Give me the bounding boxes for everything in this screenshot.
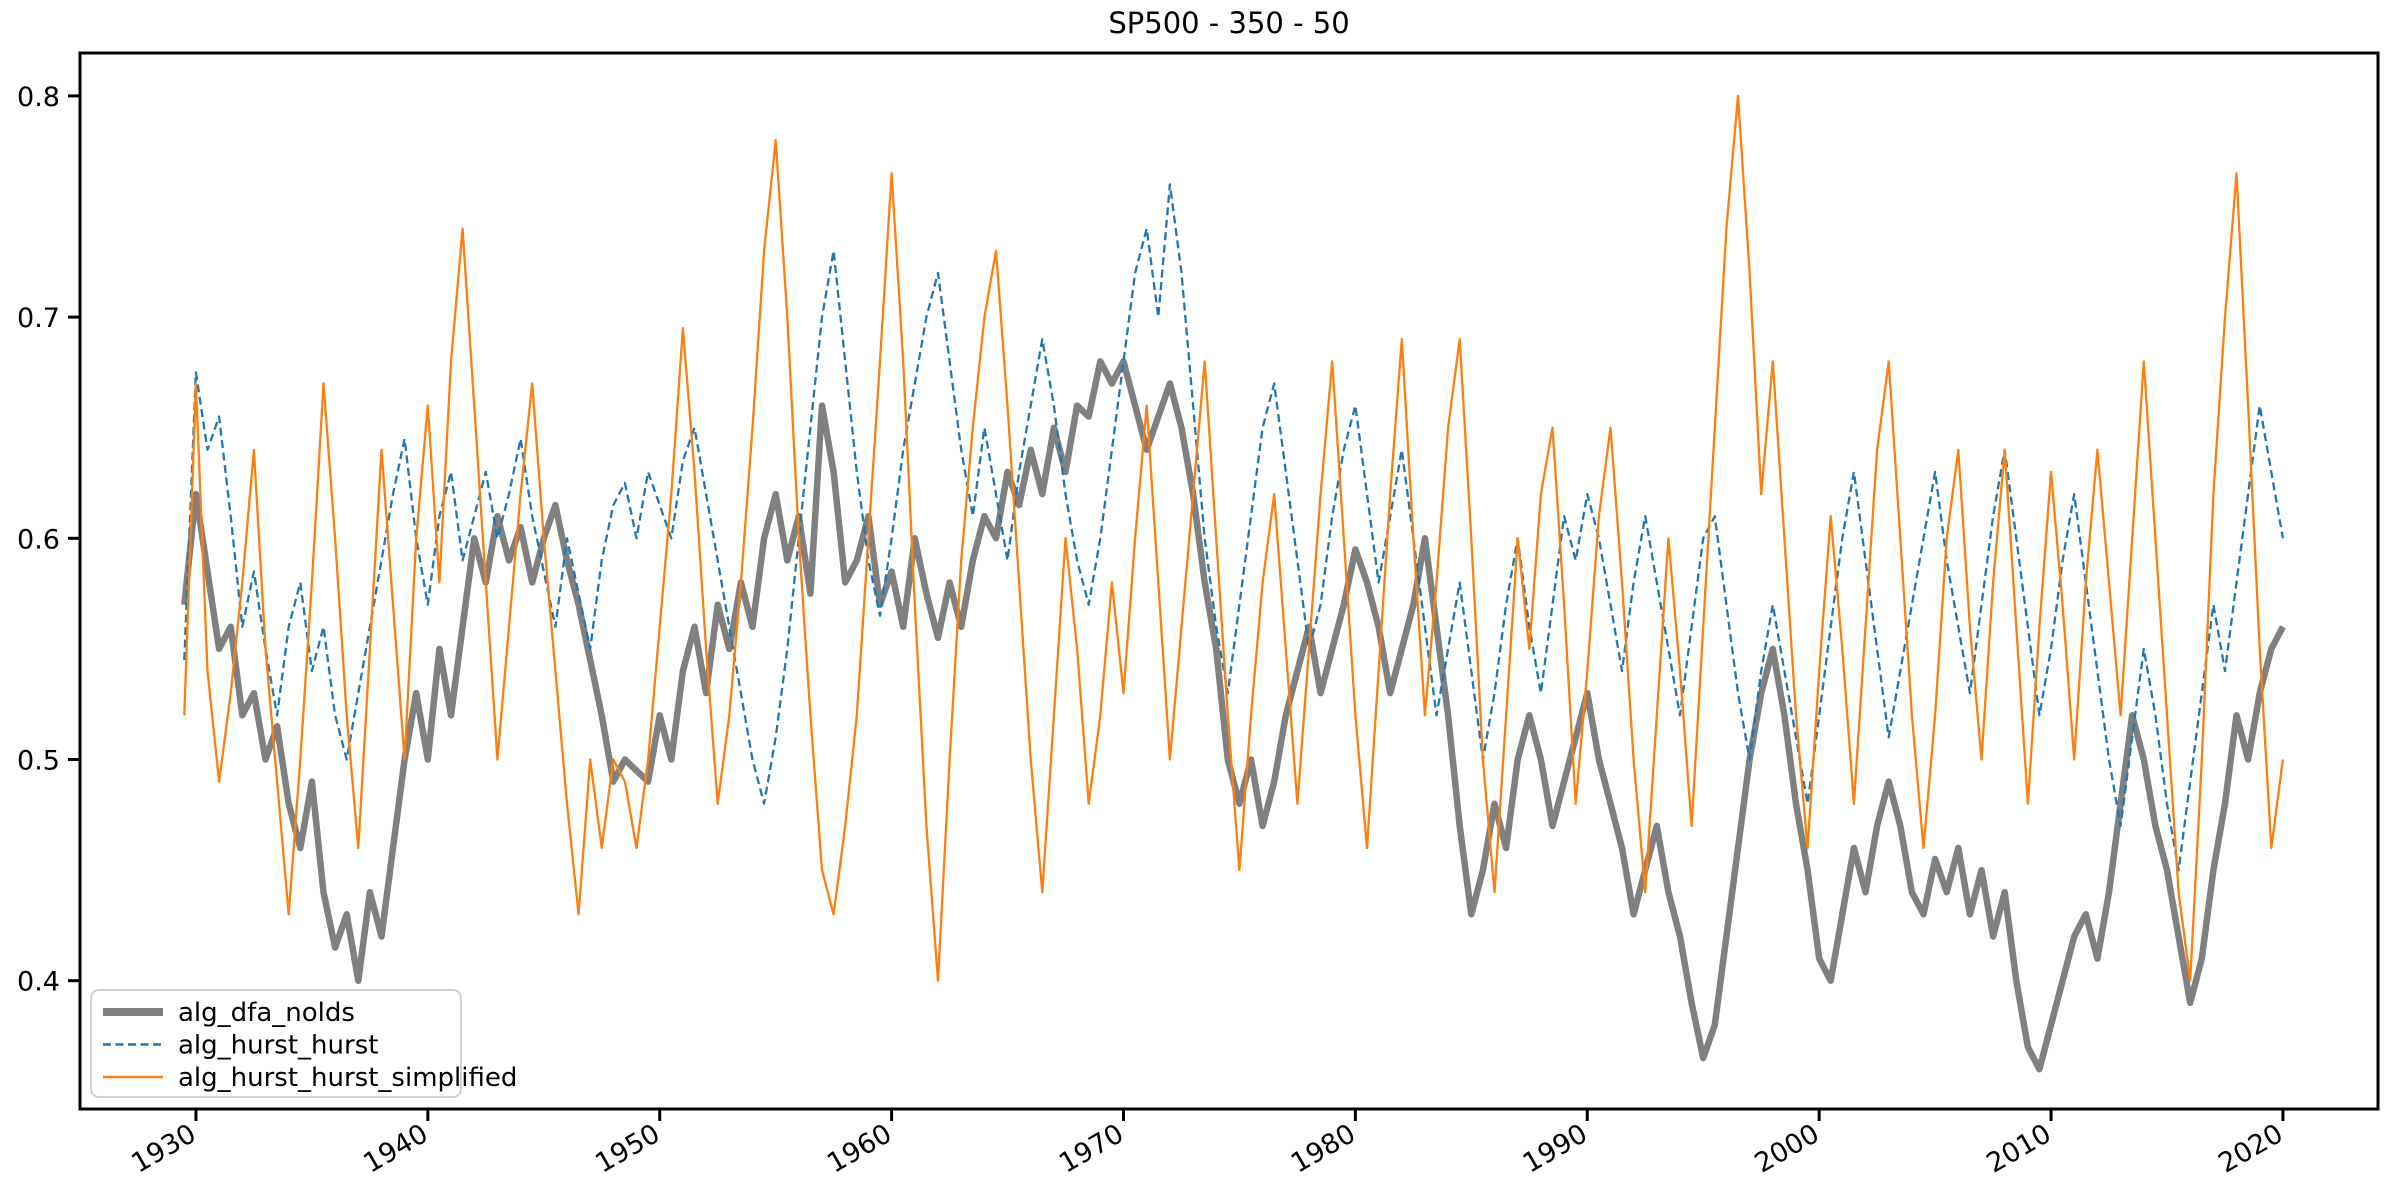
x-tick-label: 1990 [1518,1118,1593,1179]
x-tick-label: 1940 [358,1118,433,1179]
y-tick-label: 0.6 [17,524,60,555]
legend-label-alg_hurst_hurst_simplified: alg_hurst_hurst_simplified [178,1063,517,1093]
y-tick-label: 0.4 [17,967,60,998]
x-tick-label: 1960 [822,1118,897,1179]
y-tick-label: 0.7 [17,303,60,334]
x-tick-label: 1950 [590,1118,665,1179]
x-tick-label: 1980 [1286,1118,1361,1179]
legend-label-alg_hurst_hurst: alg_hurst_hurst [178,1031,378,1061]
x-tick-label: 2010 [1982,1118,2057,1179]
series-line-alg_hurst_hurst [183,183,2285,872]
x-tick-label: 1970 [1054,1118,1129,1179]
x-tick-label: 1930 [126,1118,201,1179]
legend-box [90,989,462,1098]
series-line-alg_hurst_hurst_simplified [183,94,2285,982]
x-tick-label: 2000 [1750,1118,1825,1179]
legend-label-alg_dfa_nolds: alg_dfa_nolds [178,998,355,1028]
x-tick-label: 2020 [2213,1118,2288,1179]
y-tick-label: 0.5 [17,746,60,777]
y-tick-label: 0.8 [17,82,60,113]
chart-title: SP500 - 350 - 50 [1108,6,1350,40]
